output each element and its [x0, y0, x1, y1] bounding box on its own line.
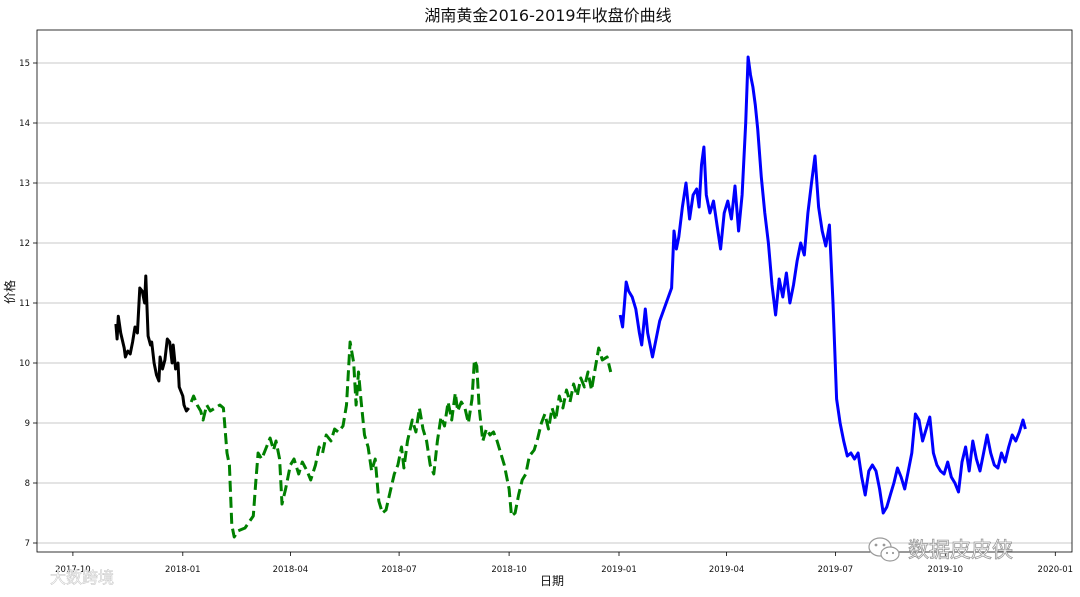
watermark-right: 数据皮皮侠	[868, 537, 1013, 562]
series-line-3	[618, 55, 1027, 515]
x-tick-label: 2017-10	[55, 565, 91, 575]
y-tick-label: 11	[19, 299, 30, 309]
x-tick-label: 2018-04	[273, 565, 309, 575]
wechat-icon	[868, 537, 900, 562]
watermark-logo-icon	[11, 568, 40, 586]
x-axis-label: 日期	[540, 574, 564, 588]
series-layer	[114, 55, 1027, 539]
watermark-left-text: 大数跨境	[50, 568, 114, 587]
y-tick-label: 15	[19, 59, 30, 69]
y-tick-label: 12	[19, 239, 30, 249]
watermark-right-text: 数据皮皮侠	[908, 538, 1013, 562]
x-tick-label: 2018-07	[381, 565, 417, 575]
x-tick-label: 2018-01	[165, 565, 201, 575]
y-tick-label: 7	[25, 539, 30, 549]
chart-title: 湖南黄金2016-2019年收盘价曲线	[424, 6, 671, 25]
y-tick-label: 10	[19, 359, 30, 369]
y-axis-label: 价格	[2, 280, 17, 304]
x-tick-label: 2019-04	[709, 565, 745, 575]
x-axis-ticks: 2017-10 2018-01 2018-04 2018-07 2018-10 2019-…	[55, 552, 1073, 575]
y-tick-label: 13	[19, 179, 30, 189]
y-axis-ticks: 7 8 9 10 11 12 13 14 15	[19, 59, 37, 549]
y-tick-label: 14	[19, 119, 30, 129]
x-tick-label: 2019-01	[601, 565, 637, 575]
x-tick-label: 2019-10	[928, 565, 964, 575]
y-tick-label: 8	[25, 479, 30, 489]
x-tick-label: 2020-01	[1038, 565, 1074, 575]
series-line-1	[114, 274, 190, 413]
x-tick-label: 2019-07	[818, 565, 854, 575]
series-line-2	[189, 340, 613, 539]
y-tick-label: 9	[25, 419, 30, 429]
plot-frame	[36, 29, 1073, 553]
watermark-left: 大数跨境	[11, 568, 114, 587]
grid-lines	[37, 62, 1072, 544]
x-tick-label: 2018-10	[491, 565, 527, 575]
